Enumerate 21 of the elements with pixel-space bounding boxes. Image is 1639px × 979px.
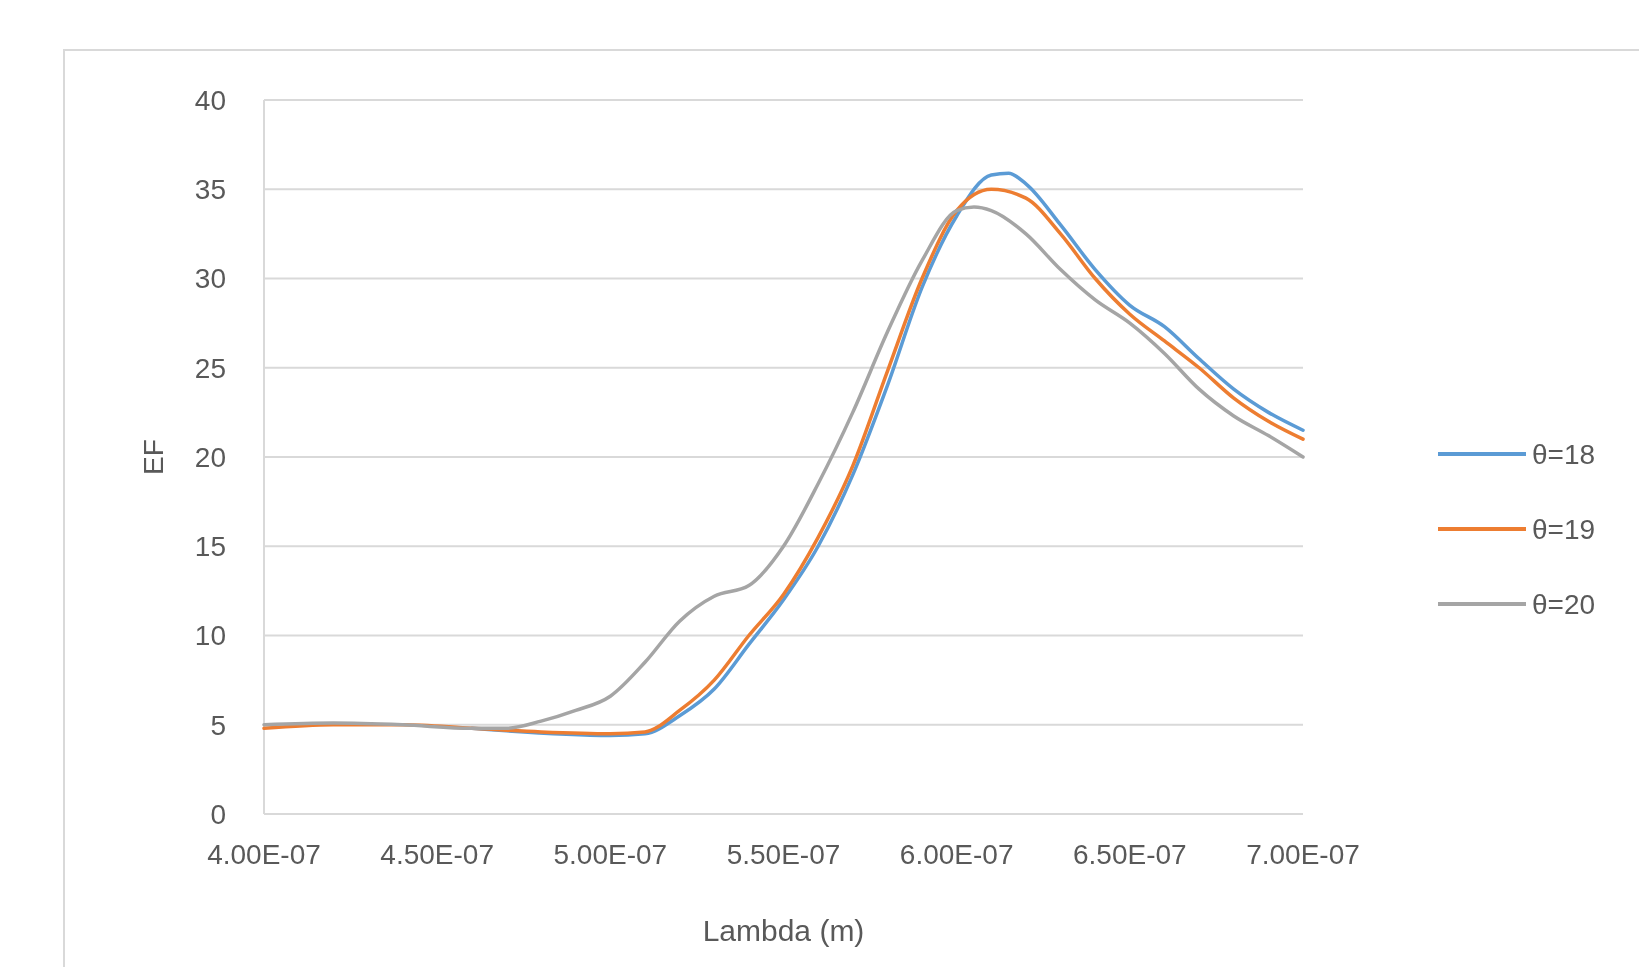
- y-tick-label: 5: [210, 709, 226, 741]
- y-tick-label: 0: [210, 798, 226, 830]
- y-tick-label: 35: [194, 174, 226, 206]
- y-tick-label: 15: [194, 531, 226, 563]
- legend-label: θ=19: [1532, 513, 1596, 545]
- x-tick-label: 5.00E-07: [553, 839, 668, 870]
- y-tick-label: 10: [194, 620, 226, 652]
- x-axis-title: Lambda (m): [702, 914, 865, 947]
- x-tick-label: 7.00E-07: [1246, 839, 1360, 870]
- x-tick-label: 4.50E-07: [380, 839, 494, 870]
- y-tick-label: 30: [194, 263, 226, 295]
- x-tick-label: 6.50E-07: [1073, 839, 1187, 870]
- x-tick-label: 6.00E-07: [899, 839, 1014, 870]
- y-axis-title: EF: [138, 439, 169, 475]
- x-tick-label: 4.00E-07: [207, 839, 321, 870]
- legend-label: θ=18: [1532, 438, 1596, 470]
- y-tick-label: 20: [194, 441, 226, 473]
- legend-label: θ=20: [1532, 588, 1596, 620]
- y-tick-label: 40: [194, 84, 226, 116]
- y-tick-label: 25: [194, 352, 226, 384]
- x-tick-label: 5.50E-07: [726, 839, 841, 870]
